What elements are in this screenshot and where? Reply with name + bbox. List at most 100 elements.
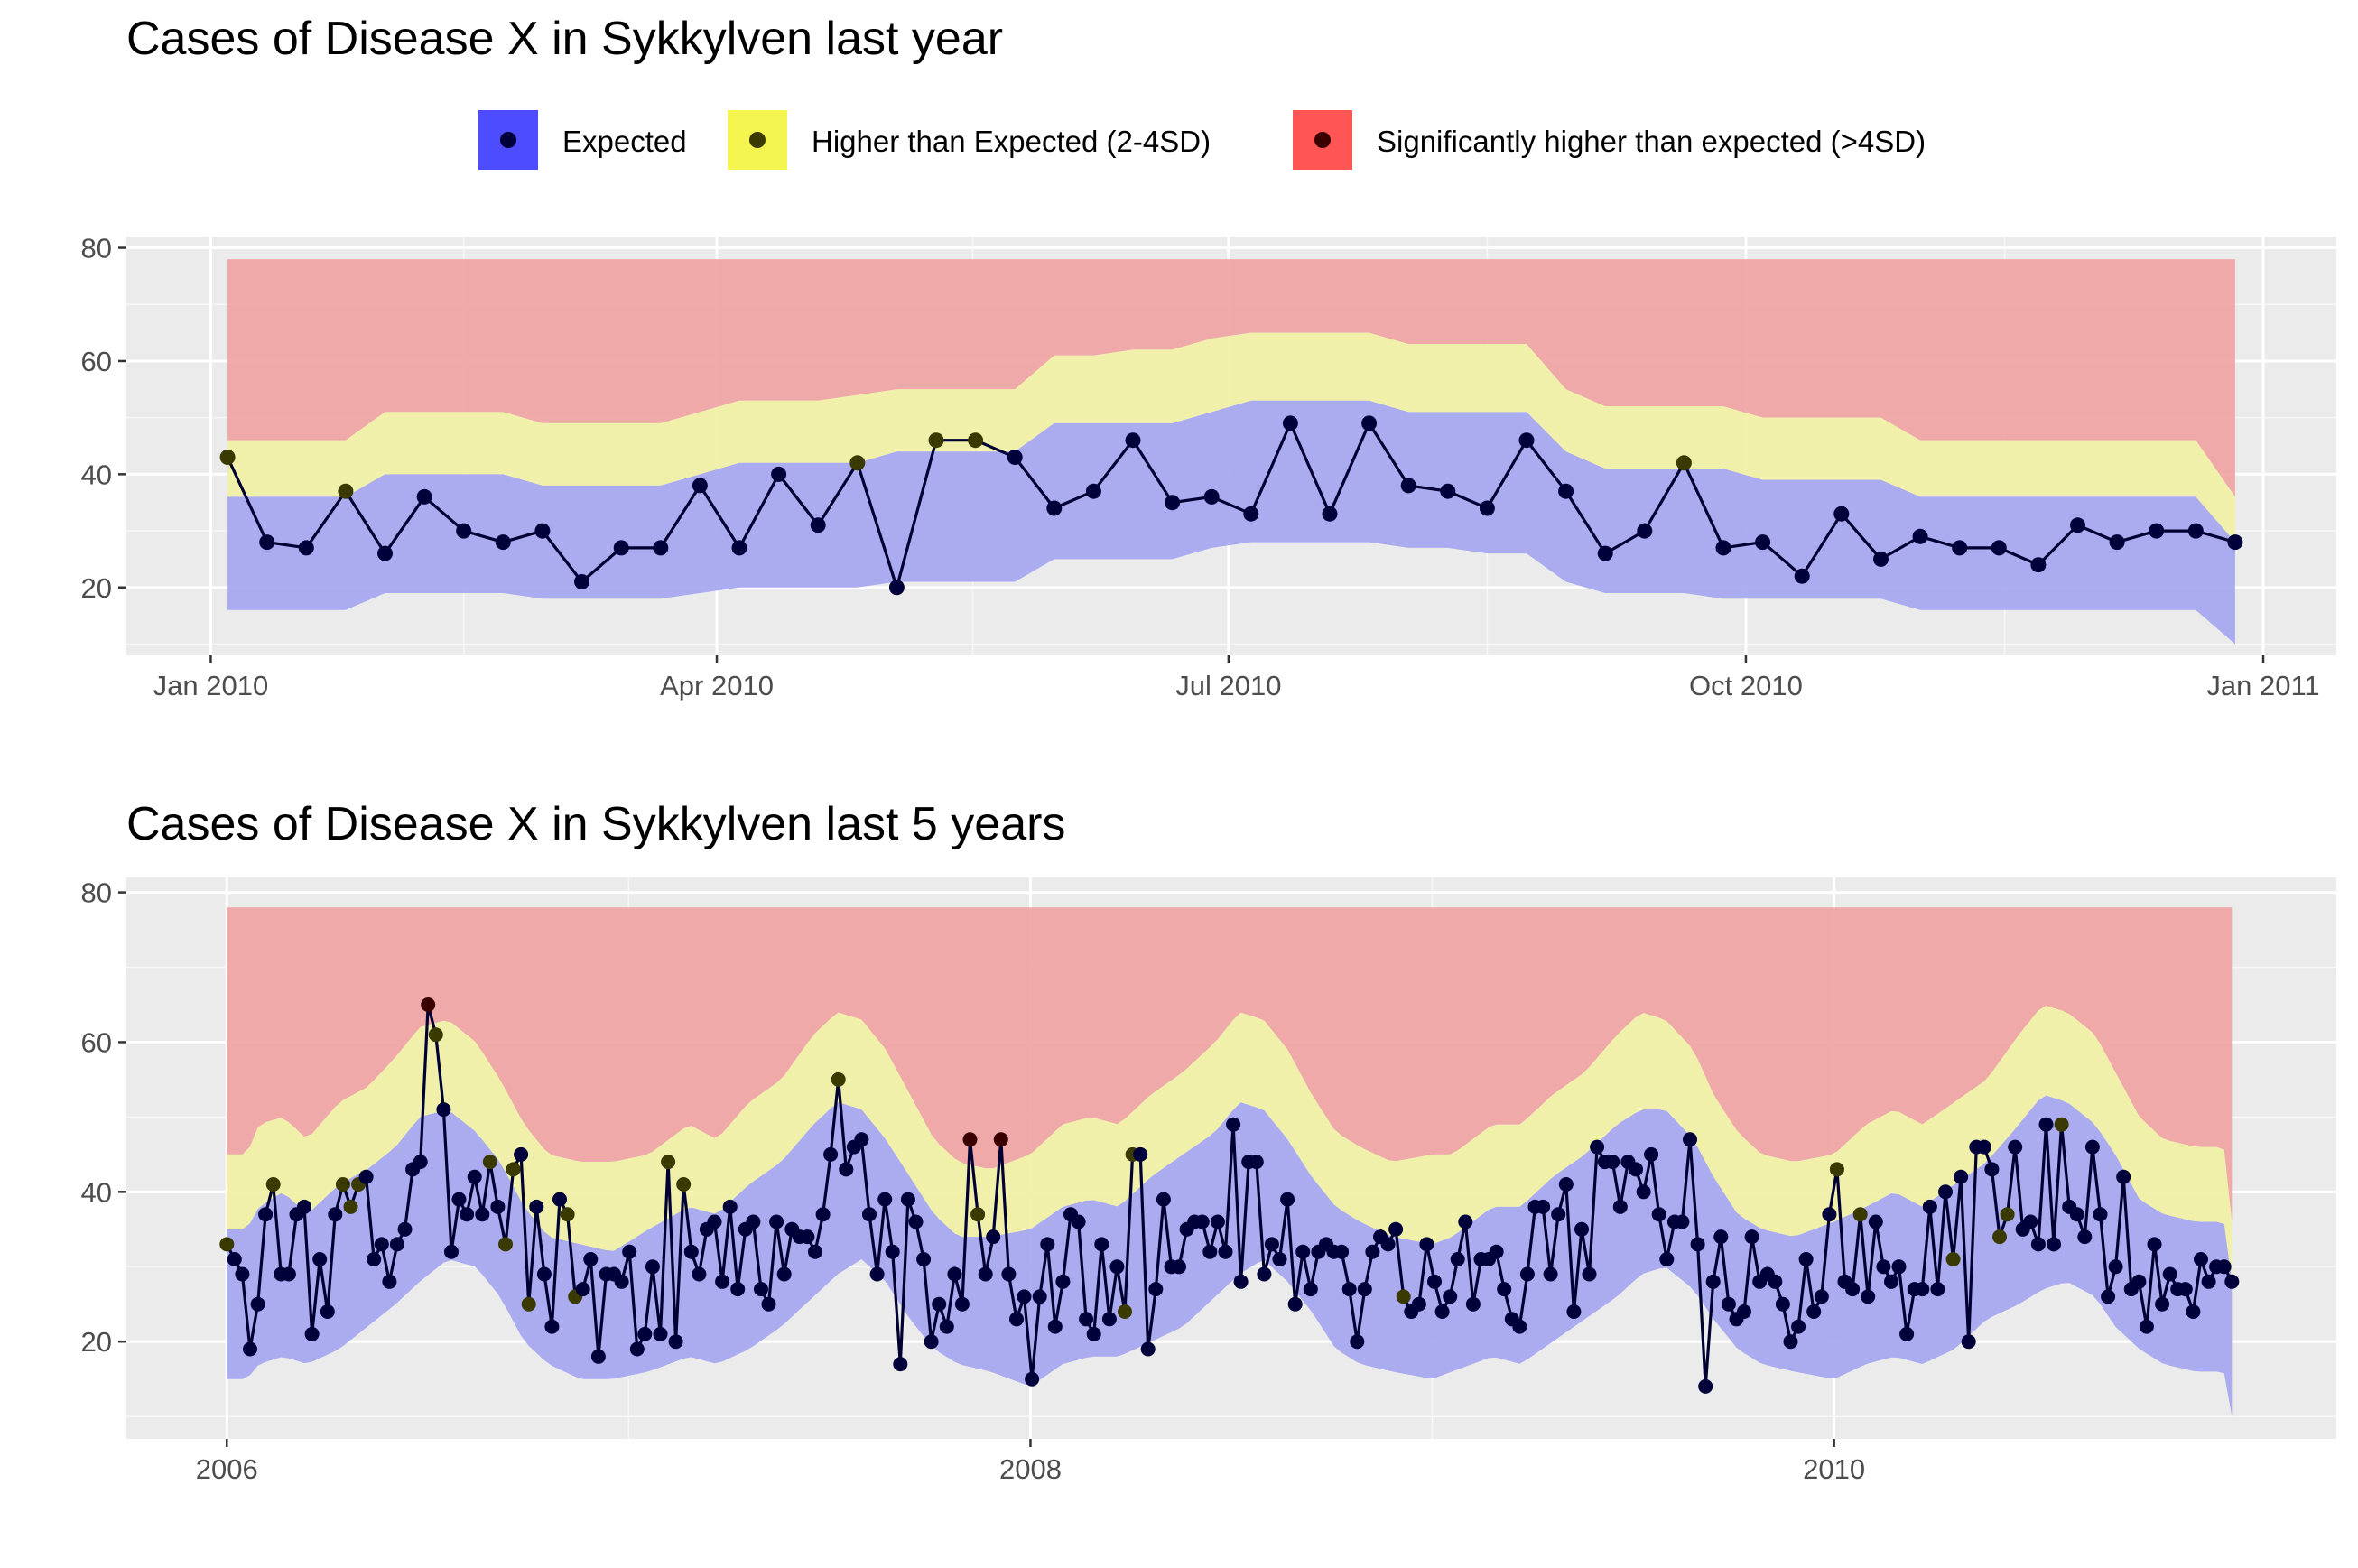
case-point	[1737, 1304, 1751, 1319]
case-point	[1125, 432, 1141, 449]
case-point	[1282, 415, 1298, 431]
case-point	[1357, 1282, 1372, 1297]
case-point	[1040, 1237, 1055, 1252]
case-point	[893, 1357, 908, 1372]
case-point	[854, 1132, 869, 1147]
case-point	[2224, 1274, 2240, 1289]
case-point	[250, 1296, 265, 1312]
case-point	[2030, 1237, 2046, 1252]
case-point	[1651, 1207, 1666, 1222]
case-point	[397, 1221, 413, 1237]
case-point	[219, 450, 236, 465]
band-expected	[227, 400, 2235, 645]
case-point	[986, 1229, 1001, 1245]
case-point	[1518, 432, 1535, 449]
case-point	[1094, 1237, 1109, 1252]
case-point	[338, 483, 354, 499]
case-point	[1659, 1252, 1675, 1266]
case-point	[1721, 1296, 1736, 1312]
case-point	[1675, 1214, 1690, 1229]
case-point	[629, 1341, 645, 1357]
case-point	[1172, 1259, 1186, 1275]
case-point	[1489, 1244, 1504, 1259]
case-point	[1233, 1274, 1249, 1289]
case-point	[1768, 1274, 1783, 1289]
case-point	[1551, 1207, 1566, 1222]
case-point	[2149, 523, 2165, 539]
case-point	[377, 545, 393, 561]
case-point	[506, 1162, 521, 1177]
case-point	[993, 1132, 1008, 1147]
case-point	[2054, 1117, 2069, 1132]
case-point	[1341, 1282, 1357, 1297]
case-point	[1458, 1214, 1473, 1229]
case-point	[1690, 1237, 1705, 1252]
case-point	[1017, 1289, 1032, 1304]
case-point	[924, 1334, 939, 1350]
case-point	[1101, 1312, 1117, 1327]
legend: Expected Higher than Expected (2-4SD) Si…	[478, 110, 1926, 170]
case-point	[1915, 1282, 1930, 1297]
case-point	[653, 540, 669, 556]
case-point	[1814, 1289, 1829, 1304]
case-point	[2187, 523, 2204, 539]
case-point	[1001, 1266, 1017, 1282]
y-tick-label: 60	[81, 1026, 112, 1058]
case-point	[730, 1282, 746, 1297]
case-point	[1775, 1296, 1790, 1312]
y-tick-label: 80	[81, 877, 112, 909]
case-point	[645, 1259, 660, 1275]
case-point	[1984, 1162, 2000, 1177]
case-point	[1636, 1184, 1651, 1200]
case-point	[2108, 1259, 2123, 1275]
x-tick-label: Jan 2011	[2206, 670, 2319, 701]
case-point	[416, 488, 432, 505]
case-point	[939, 1319, 954, 1334]
case-point	[2030, 557, 2047, 573]
case-point	[823, 1146, 839, 1162]
x-tick-label: Jul 2010	[1175, 670, 1281, 701]
case-point	[1280, 1192, 1295, 1207]
case-point	[1952, 540, 1968, 556]
case-point	[2101, 1289, 2116, 1304]
case-point	[1272, 1252, 1287, 1266]
cases-line	[226, 419, 2236, 593]
case-point	[968, 432, 984, 449]
case-point	[1086, 1326, 1101, 1341]
case-point	[436, 1102, 451, 1118]
case-point	[1334, 1244, 1350, 1259]
case-point	[1713, 1229, 1729, 1245]
case-point	[521, 1296, 536, 1312]
case-point	[227, 1252, 242, 1266]
x-tick-label: Apr 2010	[660, 670, 774, 701]
case-point	[258, 1207, 274, 1222]
case-point	[1479, 500, 1495, 516]
case-point	[839, 1162, 854, 1177]
case-point	[1450, 1252, 1465, 1266]
case-point	[1202, 1244, 1218, 1259]
case-point	[653, 1326, 668, 1341]
case-point	[1938, 1184, 1953, 1200]
case-point	[374, 1237, 389, 1252]
case-point	[304, 1326, 320, 1341]
case-point	[460, 1207, 475, 1222]
case-point	[544, 1319, 560, 1334]
case-point	[1009, 1312, 1024, 1327]
case-point	[1891, 1259, 1907, 1275]
case-point	[1443, 1289, 1458, 1304]
x-tick-label: Oct 2010	[1689, 670, 1803, 701]
case-point	[849, 455, 866, 471]
case-point	[1954, 1169, 1969, 1184]
case-point	[1558, 483, 1574, 499]
case-point	[1991, 540, 2007, 556]
case-point	[862, 1207, 877, 1222]
case-point	[1388, 1221, 1404, 1237]
case-point	[1676, 455, 1692, 471]
legend-label-expected: Expected	[562, 125, 687, 158]
case-point	[574, 574, 590, 589]
case-point	[297, 1199, 311, 1214]
case-point	[529, 1199, 544, 1214]
case-point	[1806, 1304, 1822, 1319]
case-point	[776, 1266, 792, 1282]
case-point	[1683, 1132, 1697, 1147]
